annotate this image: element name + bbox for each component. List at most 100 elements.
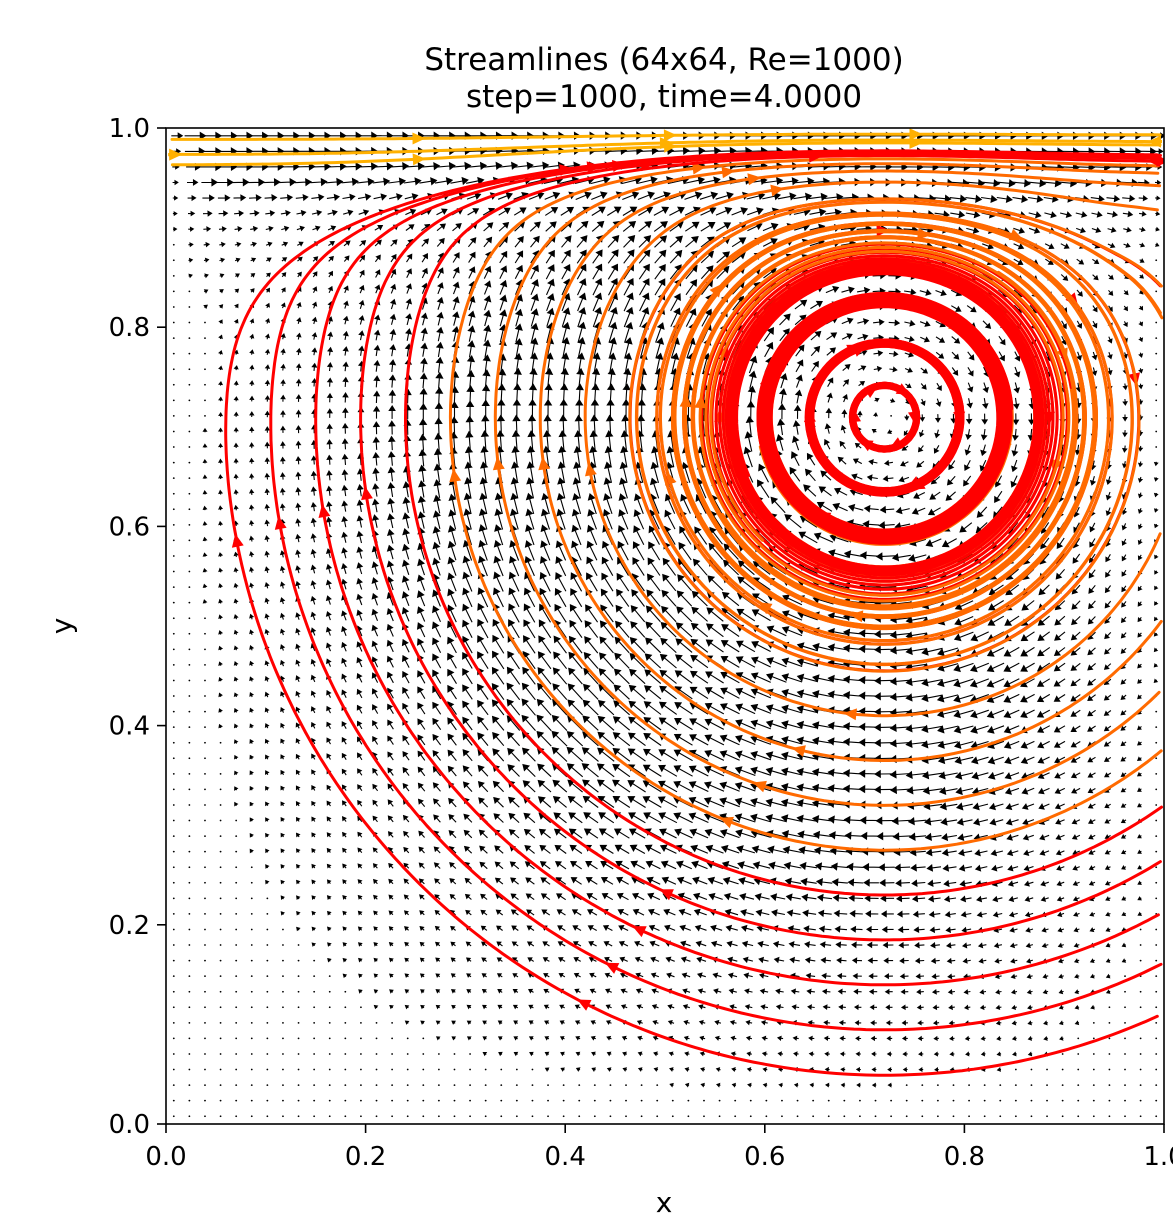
quiver-arrow	[855, 1051, 861, 1057]
quiver-arrow	[509, 540, 520, 561]
quiver-arrow	[279, 550, 286, 558]
quiver-arrow	[188, 337, 191, 339]
quiver-arrow	[219, 257, 226, 263]
quiver-arrow	[555, 540, 567, 561]
quiver-arrow	[538, 828, 551, 839]
quiver-arrow	[781, 673, 803, 683]
quiver-arrow	[666, 972, 675, 979]
quiver-arrow	[677, 574, 692, 592]
quiver-arrow	[1043, 195, 1059, 203]
quiver-arrow	[965, 210, 981, 219]
quiver-arrow	[420, 357, 428, 373]
quiver-arrow	[436, 223, 446, 232]
quiver-arrow	[249, 442, 255, 449]
quiver-arrow	[750, 719, 771, 730]
quiver-arrow	[233, 707, 239, 713]
quiver-arrow	[282, 1084, 284, 1086]
quiver-arrow	[873, 412, 879, 417]
quiver-arrow	[551, 730, 568, 747]
quiver-arrow	[1044, 243, 1055, 250]
quiver-arrow	[537, 667, 552, 685]
quiver-arrow	[465, 957, 472, 963]
quiver-arrow	[1061, 1099, 1064, 1102]
quiver-arrow	[731, 1082, 737, 1088]
quiver-arrow	[750, 813, 772, 823]
quiver-arrow	[448, 830, 457, 839]
quiver-arrow	[433, 448, 443, 467]
quiver-arrow	[266, 959, 269, 962]
quiver-arrow	[654, 249, 667, 264]
quiver-arrow	[839, 1051, 846, 1057]
quiver-arrow	[1155, 819, 1158, 822]
quiver-arrow	[921, 724, 943, 733]
quiver-arrow	[800, 877, 817, 886]
quiver-arrow	[469, 1115, 471, 1118]
quiver-arrow	[235, 1053, 238, 1055]
quiver-arrow	[326, 721, 332, 729]
quiver-arrow	[781, 1115, 783, 1118]
quiver-arrow	[219, 241, 226, 248]
quiver-arrow	[435, 1020, 441, 1025]
quiver-arrow	[404, 973, 410, 979]
y-axis-label: y	[45, 618, 78, 635]
quiver-arrow	[357, 752, 363, 761]
quiver-arrow	[561, 336, 570, 359]
quiver-arrow	[344, 1115, 347, 1118]
quiver-arrow	[796, 767, 818, 776]
quiver-arrow	[295, 706, 301, 714]
quiver-arrow	[808, 192, 828, 202]
quiver-arrow	[863, 504, 879, 513]
quiver-arrow	[961, 942, 971, 949]
quiver-arrow	[1057, 942, 1064, 948]
quiver-arrow	[722, 876, 739, 885]
quiver-arrow	[264, 535, 270, 542]
quiver-arrow	[813, 846, 833, 855]
quiver-arrow	[172, 477, 175, 480]
quiver-arrow	[1124, 1099, 1126, 1102]
quiver-arrow	[359, 269, 365, 278]
quiver-arrow	[796, 673, 818, 683]
quiver-arrow	[419, 957, 425, 963]
quiver-arrow	[675, 638, 693, 653]
quiver-arrow	[219, 990, 222, 993]
quiver-arrow	[661, 876, 677, 885]
quiver-arrow	[451, 311, 460, 326]
quiver-arrow	[264, 457, 271, 464]
quiver-arrow	[437, 267, 444, 279]
quiver-arrow	[1087, 616, 1096, 625]
quiver-arrow	[572, 493, 582, 515]
quiver-arrow	[515, 1099, 518, 1102]
quiver-arrow	[390, 283, 397, 294]
quiver-arrow	[935, 398, 942, 407]
quiver-arrow	[418, 480, 427, 498]
quiver-arrow	[668, 1067, 674, 1072]
quiver-arrow	[1139, 990, 1142, 993]
quiver-arrow	[295, 347, 302, 356]
quiver-arrow	[905, 693, 928, 702]
quiver-arrow	[865, 910, 879, 918]
quiver-arrow	[188, 555, 191, 557]
quiver-arrow	[794, 389, 803, 404]
quiver-arrow	[188, 897, 191, 900]
quiver-arrow	[416, 606, 426, 622]
quiver-arrow	[204, 804, 206, 806]
quiver-arrow	[280, 410, 286, 418]
quiver-arrow	[371, 498, 380, 513]
quiver-arrow	[669, 206, 685, 216]
quiver-arrow	[419, 177, 438, 186]
quiver-arrow	[1037, 772, 1050, 779]
quiver-arrow	[920, 383, 927, 390]
quiver-arrow	[735, 687, 756, 699]
quiver-arrow	[172, 368, 175, 371]
quiver-arrow	[513, 383, 522, 406]
quiver-arrow	[434, 177, 454, 186]
quiver-arrow	[824, 423, 832, 434]
quiver-arrow	[917, 445, 924, 453]
quiver-arrow	[462, 571, 473, 592]
quiver-arrow	[693, 908, 707, 916]
quiver-arrow	[265, 272, 271, 278]
quiver-arrow	[357, 799, 363, 807]
quiver-arrow	[806, 452, 816, 466]
quiver-arrow	[905, 1084, 908, 1086]
quiver-arrow	[581, 747, 599, 762]
